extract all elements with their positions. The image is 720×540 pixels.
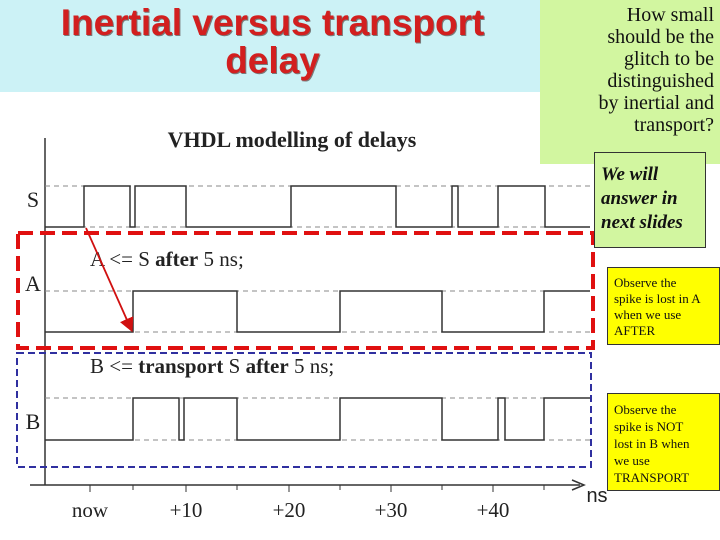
waveform-s: [45, 185, 590, 228]
diagram-heading: VHDL modelling of delays: [168, 127, 417, 152]
question-note: How small should be the glitch to be dis…: [540, 0, 720, 164]
question-line: How small: [626, 4, 714, 26]
transport-note-line: we use: [614, 453, 650, 468]
slide-title-line1: Inertial versus transport: [60, 2, 485, 43]
signal-label-b: B: [26, 409, 41, 434]
tick-label-10: +10: [170, 498, 203, 522]
answer-note: We will answer in next slides: [594, 152, 706, 248]
inertial-note-line: when we use: [614, 307, 682, 322]
transport-note-line: lost in B when: [614, 436, 690, 451]
time-axis-unit: ns: [586, 485, 607, 507]
waveform-a: [45, 290, 590, 333]
reference-levels: [45, 185, 590, 441]
answer-line: answer in: [601, 188, 678, 209]
answer-line: We will: [601, 164, 659, 185]
slide-title: Inertial versus transport delay: [0, 0, 545, 80]
question-line: glitch to be: [624, 48, 714, 70]
signal-label-s: S: [27, 187, 39, 212]
time-axis-arrow-icon: [571, 479, 586, 491]
statement-b: B <= transport S after 5 ns;: [90, 354, 334, 378]
transport-note: Observe the spike is NOT lost in B when …: [607, 393, 720, 491]
transport-note-line: Observe the: [614, 402, 677, 417]
question-line: should be the: [607, 26, 714, 48]
delay-arrow: [85, 227, 134, 333]
tick-label-20: +20: [273, 498, 306, 522]
tick-label-40: +40: [477, 498, 510, 522]
inertial-note-line: AFTER: [614, 323, 656, 338]
inertial-note: Observe the spike is lost in A when we u…: [607, 267, 720, 345]
question-line: transport?: [634, 114, 714, 136]
tick-label-now: now: [72, 498, 109, 522]
signal-label-a: A: [25, 271, 41, 296]
question-line: by inertial and: [598, 92, 714, 114]
transport-note-line: TRANSPORT: [614, 470, 690, 485]
tick-label-30: +30: [375, 498, 408, 522]
inertial-note-line: spike is lost in A: [614, 291, 701, 306]
slide-title-line2: delay: [225, 40, 320, 81]
statement-a: A <= S after 5 ns;: [90, 247, 244, 271]
inertial-highlight-box: [16, 231, 595, 350]
answer-line: next slides: [601, 212, 683, 233]
axis-ticks: [89, 485, 545, 492]
transport-highlight-box: [16, 352, 592, 468]
waveform-b: [45, 397, 590, 441]
transport-note-line: spike is NOT: [614, 419, 684, 434]
inertial-note-line: Observe the: [614, 275, 677, 290]
question-line: distinguished: [607, 70, 714, 92]
title-band: [0, 0, 545, 92]
